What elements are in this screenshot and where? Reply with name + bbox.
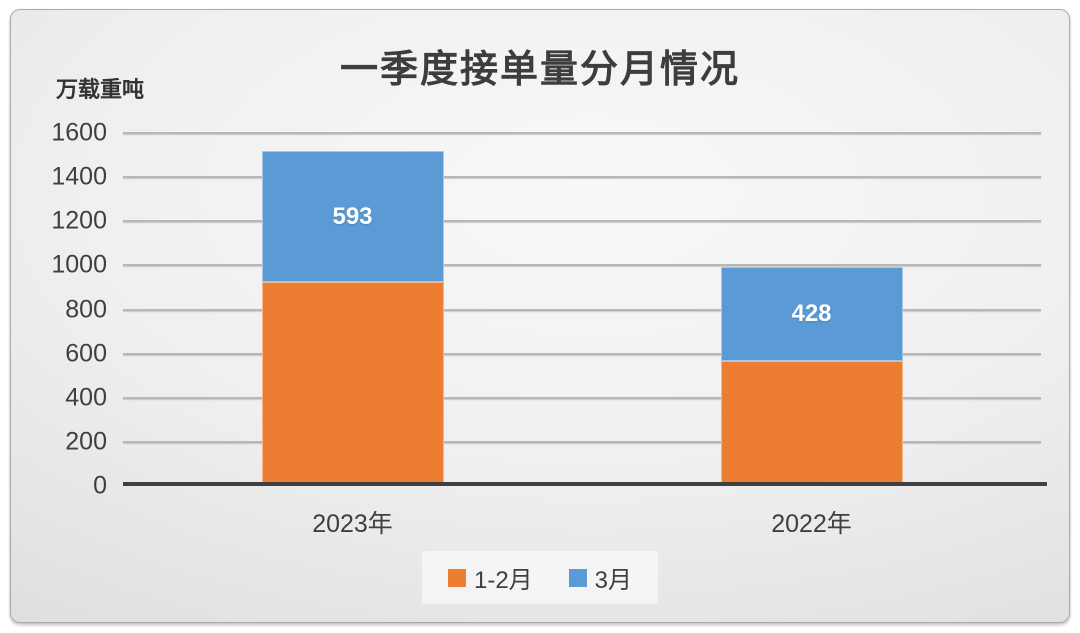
x-category-label-2023年: 2023年 bbox=[312, 510, 393, 538]
y-tick-label: 200 bbox=[65, 427, 107, 456]
bar-segment-1-2月-2023年 bbox=[261, 281, 444, 486]
legend-label-1-2月: 1-2月 bbox=[473, 567, 533, 594]
y-tick-label: 1000 bbox=[51, 250, 107, 279]
legend-label-3月: 3月 bbox=[594, 567, 633, 594]
y-tick-label: 1600 bbox=[51, 118, 107, 147]
gridline bbox=[123, 352, 1041, 355]
y-axis-unit-label: 万载重吨 bbox=[56, 77, 145, 102]
gridline bbox=[123, 176, 1041, 179]
chart-title: 一季度接单量分月情况 bbox=[339, 49, 740, 91]
legend-item-1-2月: 1-2月 bbox=[447, 560, 533, 595]
x-category-label-2022年: 2022年 bbox=[771, 510, 852, 538]
plot-area: 0 200 400 600 800 1000 1200 1400 1600 593 2023年 428… bbox=[51, 119, 1047, 538]
bar-segment-3月-2022年: 428 bbox=[720, 266, 903, 362]
legend-swatch-1-2月 bbox=[447, 568, 466, 587]
data-label-3月-2023年: 593 bbox=[332, 202, 373, 230]
legend-swatch-3月 bbox=[568, 568, 587, 587]
legend-item-3月: 3月 bbox=[568, 560, 633, 595]
legend: 1-2月 3月 bbox=[421, 551, 659, 604]
gridline bbox=[123, 220, 1041, 223]
y-tick-label: 600 bbox=[65, 339, 107, 368]
gridline bbox=[123, 396, 1041, 399]
y-tick-label: 1200 bbox=[51, 206, 107, 235]
bar-segment-3月-2023年: 593 bbox=[261, 151, 444, 282]
y-tick-label: 0 bbox=[93, 471, 107, 500]
y-tick-label: 1400 bbox=[51, 162, 107, 191]
gridline bbox=[123, 132, 1041, 134]
data-label-3月-2022年: 428 bbox=[791, 299, 832, 327]
y-tick-label: 400 bbox=[65, 383, 107, 412]
gridline bbox=[123, 440, 1041, 443]
gridline bbox=[123, 264, 1041, 267]
chart-card: 一季度接单量分月情况 万载重吨 0 200 400 600 800 1000 1200 140… bbox=[10, 9, 1070, 623]
y-tick-label: 800 bbox=[65, 295, 107, 323]
gridline bbox=[123, 308, 1041, 311]
bar-segment-1-2月-2022年 bbox=[720, 361, 903, 486]
x-axis-line bbox=[123, 482, 1047, 486]
